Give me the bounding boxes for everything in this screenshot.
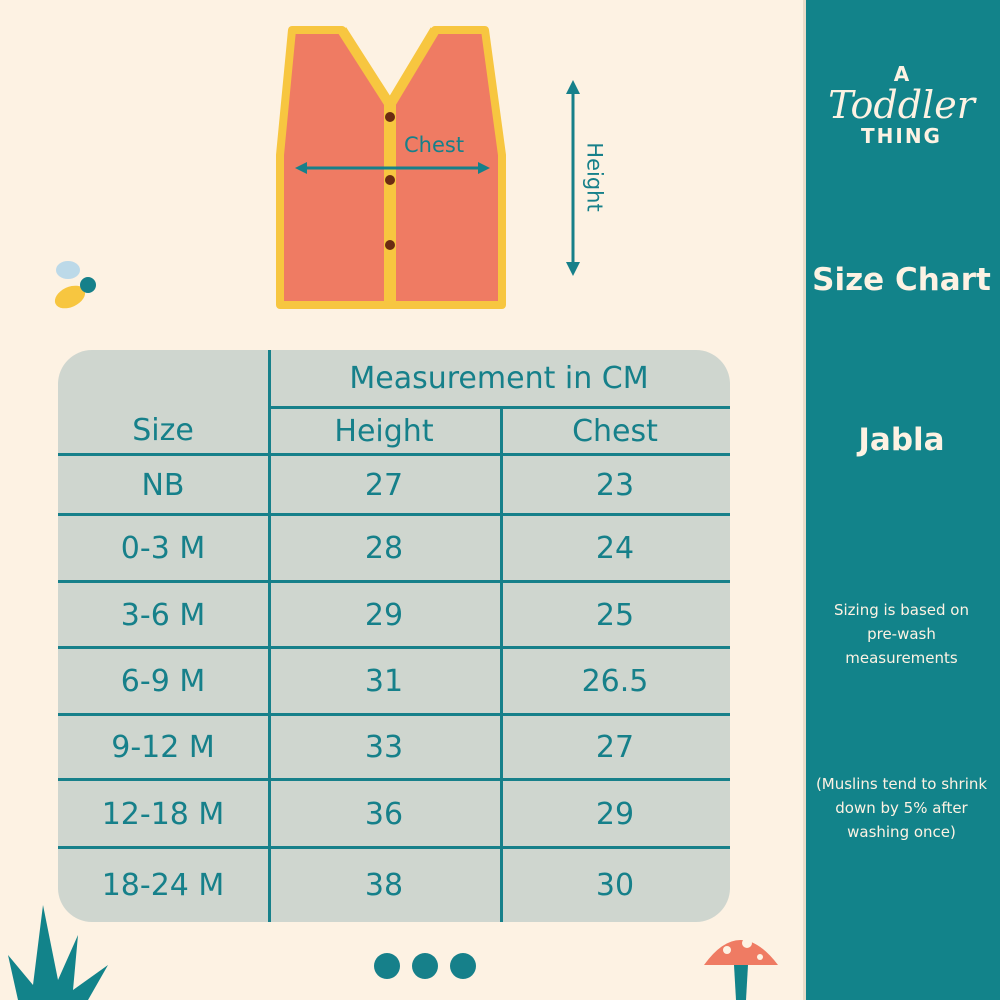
cell-chest: 29 xyxy=(595,796,635,832)
row-divider xyxy=(58,713,730,716)
dot xyxy=(412,953,438,979)
cell-chest: 30 xyxy=(595,867,635,903)
chest-label: Chest xyxy=(404,133,465,157)
size-table: Size Measurement in CM Height Chest NB 27… xyxy=(58,350,730,922)
cell-chest: 23 xyxy=(595,467,635,503)
brand-logo: A Toddler THING xyxy=(803,62,1000,148)
row-divider xyxy=(58,453,730,456)
cell-height: 27 xyxy=(364,467,404,503)
cell-height: 29 xyxy=(364,597,404,633)
grass-icon xyxy=(8,905,108,1000)
cell-size: NB xyxy=(141,467,185,503)
cell-size: 12-18 M xyxy=(101,796,225,832)
cell-height: 28 xyxy=(364,531,404,566)
cell-size: 3-6 M xyxy=(120,597,206,633)
logo-text: Toddler xyxy=(828,83,975,127)
cell-chest: 27 xyxy=(595,730,635,765)
cell-chest: 26.5 xyxy=(581,664,649,699)
mushroom-icon xyxy=(704,938,778,1000)
height-label: Height xyxy=(582,142,607,212)
prewash-note: Sizing is based on pre-wash measurements xyxy=(833,601,969,667)
cell-size: 6-9 M xyxy=(120,664,206,699)
panel-title: Size Chart xyxy=(812,262,991,298)
logo-text: THING xyxy=(861,124,942,148)
product-name: Jabla xyxy=(858,422,945,458)
height-header: Height xyxy=(334,413,434,449)
row-divider xyxy=(58,778,730,781)
row-divider xyxy=(58,513,730,516)
chest-header: Chest xyxy=(572,413,658,449)
cell-height: 36 xyxy=(364,796,404,832)
vest-illustration xyxy=(276,26,506,309)
bee-icon xyxy=(54,261,96,309)
cell-size: 9-12 M xyxy=(111,730,215,765)
shrink-note: (Muslins tend to shrink down by 5% after… xyxy=(815,775,988,841)
cell-height: 33 xyxy=(364,730,404,765)
row-divider xyxy=(58,846,730,849)
cell-size: 18-24 M xyxy=(101,867,225,903)
measurement-header: Measurement in CM xyxy=(349,361,649,396)
cell-size: 0-3 M xyxy=(120,531,206,566)
cell-chest: 24 xyxy=(595,531,635,566)
row-divider xyxy=(58,580,730,583)
logo-text: A xyxy=(893,62,910,86)
pagination-dots xyxy=(374,953,476,979)
dot xyxy=(450,953,476,979)
size-header: Size xyxy=(132,412,194,448)
info-panel: A Toddler THING Size Chart Jabla Sizing … xyxy=(803,0,1000,1000)
row-divider xyxy=(58,646,730,649)
cell-chest: 25 xyxy=(595,597,635,633)
cell-height: 38 xyxy=(364,867,404,903)
cell-height: 31 xyxy=(364,664,404,699)
height-arrow xyxy=(566,80,580,276)
dot xyxy=(374,953,400,979)
